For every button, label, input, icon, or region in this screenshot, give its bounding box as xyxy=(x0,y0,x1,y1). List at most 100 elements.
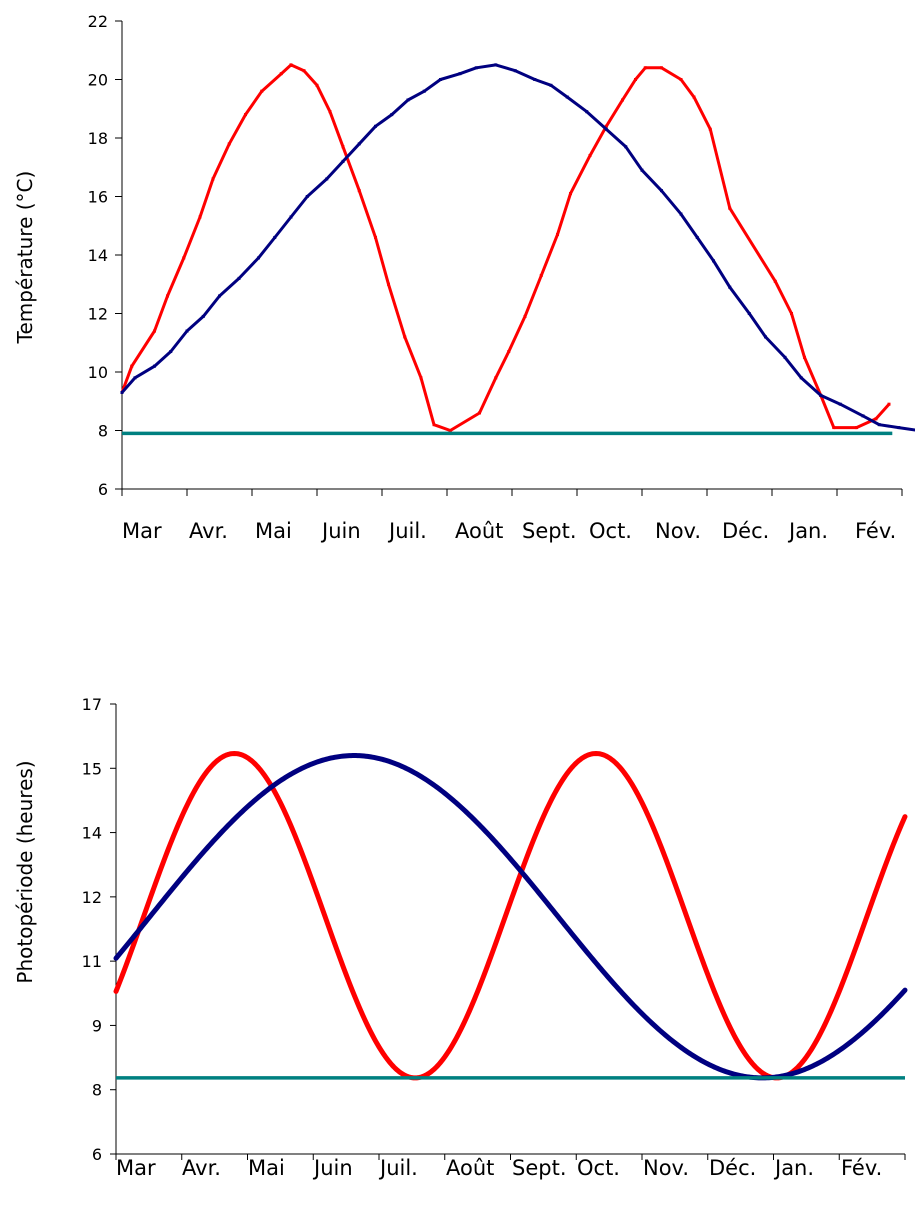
temperature-point-blue xyxy=(679,212,683,216)
temperature-point-blue xyxy=(133,376,137,380)
temperature-point-red xyxy=(832,426,836,430)
temperature-point-red xyxy=(569,192,572,196)
photoperiod-y-tick-label: 12 xyxy=(82,888,102,907)
temperature-month-label: Mar xyxy=(122,519,162,543)
temperature-point-red xyxy=(773,279,777,283)
temperature-point-blue xyxy=(341,159,345,163)
temperature-point-blue xyxy=(861,414,865,418)
temperature-point-red xyxy=(790,312,793,315)
temperature-point-blue xyxy=(897,426,901,430)
temperature-point-red xyxy=(387,282,390,286)
temperature-point-red xyxy=(679,78,683,81)
temperature-point-red xyxy=(341,145,345,149)
temperature-y-axis-title: Température (°C) xyxy=(13,171,37,345)
photoperiod-month-label: Mar xyxy=(116,1156,156,1180)
temperature-point-blue xyxy=(712,259,715,263)
temperature-point-red xyxy=(211,177,215,181)
temperature-point-blue xyxy=(604,127,608,131)
temperature-y-tick-label: 14 xyxy=(88,246,108,265)
photoperiod-month-label: Fév. xyxy=(841,1156,882,1180)
temperature-point-red xyxy=(887,402,891,406)
temperature-month-label: Jan. xyxy=(787,519,828,543)
temperature-month-label: Août xyxy=(455,519,503,543)
temperature-point-blue xyxy=(494,63,498,67)
temperature-point-red xyxy=(260,89,264,93)
temperature-month-label: Oct. xyxy=(589,519,632,543)
temperature-point-red xyxy=(556,233,559,237)
temperature-point-red xyxy=(419,376,423,380)
temperature-point-red xyxy=(357,189,361,193)
temperature-point-blue xyxy=(218,294,221,298)
temperature-month-label: Mai xyxy=(255,519,292,543)
photoperiod-month-label: Avr. xyxy=(182,1156,221,1180)
temperature-point-blue xyxy=(764,335,767,339)
temperature-point-red xyxy=(539,273,543,277)
temperature-point-blue xyxy=(640,168,644,172)
temperature-point-red xyxy=(728,206,732,210)
temperature-month-label: Sept. xyxy=(522,519,577,543)
temperature-y-tick-label: 12 xyxy=(88,305,108,324)
temperature-y-tick-label: 10 xyxy=(88,363,108,382)
temperature-point-blue xyxy=(237,276,241,280)
temperature-point-red xyxy=(302,69,306,73)
temperature-point-red xyxy=(874,417,878,421)
temperature-point-blue xyxy=(838,402,842,406)
temperature-point-blue xyxy=(201,314,205,318)
photoperiod-month-label: Jan. xyxy=(773,1156,814,1180)
temperature-point-red xyxy=(279,72,283,76)
temperature-point-blue xyxy=(474,66,478,70)
temperature-point-red xyxy=(507,350,511,354)
temperature-point-blue xyxy=(660,189,663,193)
temperature-point-blue xyxy=(877,423,881,427)
temperature-month-label: Fév. xyxy=(855,519,896,543)
temperature-point-red xyxy=(166,294,169,298)
photoperiod-series-red xyxy=(113,751,908,1081)
temperature-point-blue xyxy=(695,235,699,239)
temperature-y-tick-label: 16 xyxy=(88,188,108,207)
temperature-point-red xyxy=(621,98,624,102)
photoperiod-month-label: Juin xyxy=(312,1156,353,1180)
temperature-point-blue xyxy=(390,113,394,117)
photoperiod-y-axis-title: Photopériode (heures) xyxy=(13,760,37,983)
temperature-point-red xyxy=(692,95,696,99)
temperature-y-tick-label: 18 xyxy=(88,129,108,148)
temperature-point-blue xyxy=(799,376,803,380)
temperature-month-label: Avr. xyxy=(189,519,228,543)
temperature-point-blue xyxy=(153,364,156,368)
temperature-point-red xyxy=(448,429,452,432)
temperature-series-red xyxy=(120,63,891,432)
temperature-y-tick-label: 20 xyxy=(88,71,108,90)
photoperiod-y-tick-label: 8 xyxy=(92,1081,102,1100)
temperature-point-red xyxy=(130,364,134,368)
temperature-point-red xyxy=(198,215,202,219)
temperature-point-red xyxy=(660,66,663,70)
temperature-point-red xyxy=(315,83,319,87)
temperature-point-blue xyxy=(406,98,410,102)
temperature-point-blue xyxy=(728,285,732,289)
temperature-point-red xyxy=(227,142,231,146)
temperature-point-blue xyxy=(257,256,260,260)
temperature-point-blue xyxy=(374,124,377,128)
photoperiod-y-tick-label: 6 xyxy=(92,1145,102,1164)
temperature-month-label: Nov. xyxy=(655,519,701,543)
temperature-point-red xyxy=(374,235,377,239)
temperature-point-blue xyxy=(533,78,537,81)
temperature-point-red xyxy=(588,154,592,158)
photoperiod-y-tick-label: 11 xyxy=(82,952,102,971)
temperature-point-blue xyxy=(439,78,442,81)
photoperiod-y-tick-label: 17 xyxy=(82,695,102,714)
temperature-point-blue xyxy=(458,72,462,76)
temperature-point-blue xyxy=(169,350,173,354)
temperature-month-label: Juil. xyxy=(387,519,427,543)
temperature-y-tick-label: 6 xyxy=(98,480,108,499)
temperature-point-red xyxy=(403,335,407,339)
photoperiod-month-label: Mai xyxy=(248,1156,285,1180)
temperature-point-red xyxy=(634,78,637,81)
temperature-point-red xyxy=(855,426,858,430)
temperature-point-blue xyxy=(549,83,553,87)
photoperiod-y-tick-label: 15 xyxy=(82,759,102,778)
temperature-point-red xyxy=(182,256,186,260)
temperature-point-blue xyxy=(747,312,751,315)
temperature-point-blue xyxy=(357,142,361,146)
